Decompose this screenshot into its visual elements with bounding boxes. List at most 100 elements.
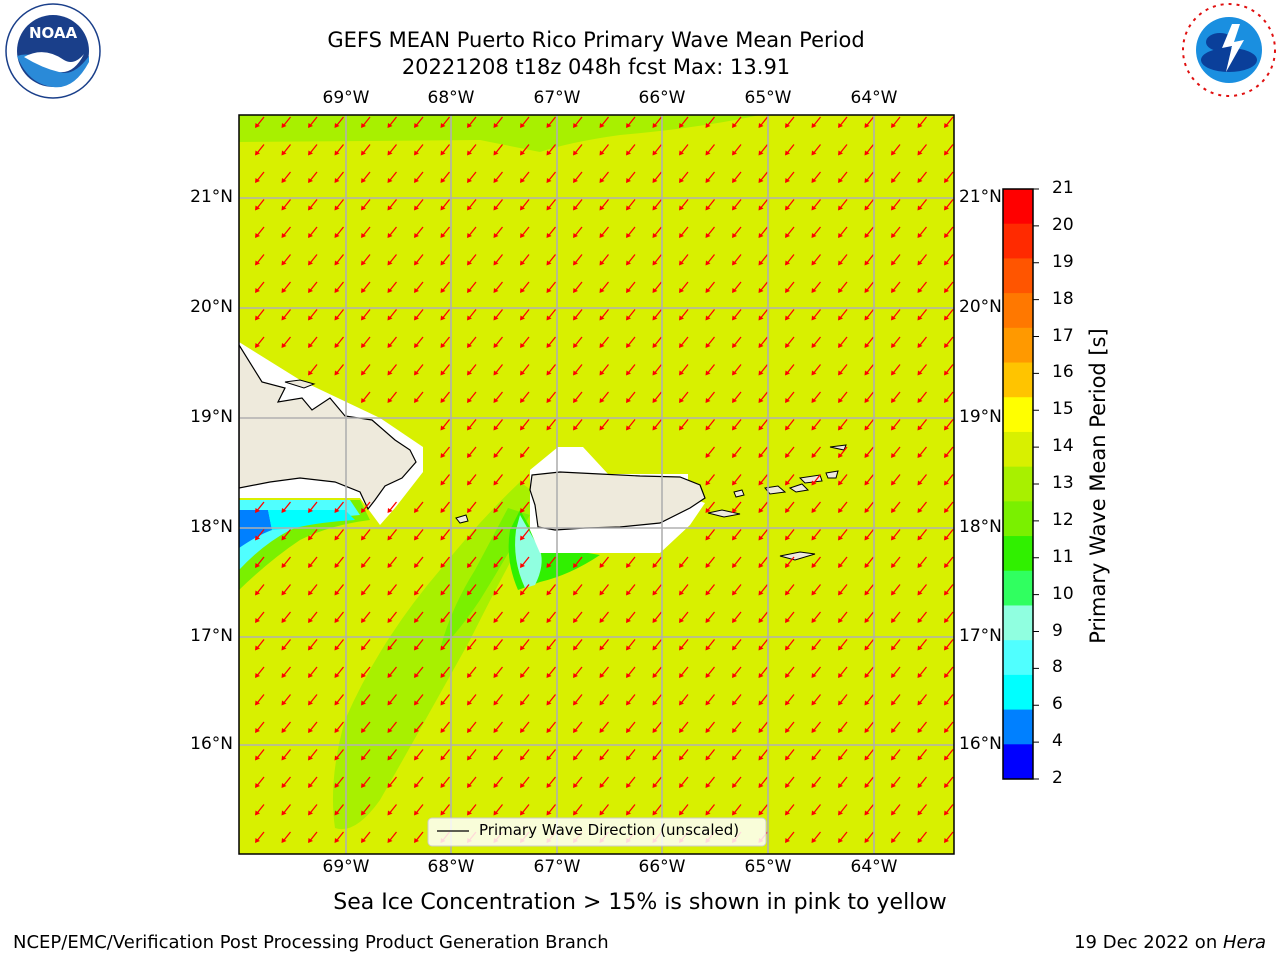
- wave-arrow: [361, 364, 371, 376]
- wave-arrow: [944, 584, 954, 596]
- wave-arrow: [626, 639, 636, 651]
- wave-arrow: [414, 281, 424, 293]
- colorbar-label: Primary Wave Mean Period [s]: [1086, 328, 1110, 644]
- wave-arrow: [387, 309, 398, 321]
- wave-arrow: [361, 529, 371, 541]
- wave-arrow: [281, 144, 292, 156]
- wave-arrow: [281, 666, 292, 678]
- wave-arrow: [758, 254, 769, 266]
- wave-arrow: [732, 721, 742, 733]
- wave-arrow: [652, 639, 663, 651]
- wave-arrow: [361, 831, 371, 843]
- wave-arrow: [944, 391, 954, 403]
- wave-arrow: [493, 749, 504, 761]
- wave-arrow: [281, 226, 292, 238]
- wave-arrow: [334, 639, 345, 651]
- wave-arrow: [838, 391, 848, 403]
- wave-arrow: [758, 666, 769, 678]
- wave-arrow: [705, 419, 716, 431]
- wave-arrow: [414, 721, 424, 733]
- wave-arrow: [440, 171, 451, 183]
- wave-arrow: [811, 199, 822, 211]
- wave-arrow: [917, 501, 928, 513]
- wave-arrow: [705, 639, 716, 651]
- colorbar-segment: [1003, 709, 1033, 745]
- wave-arrow: [281, 309, 292, 321]
- wave-arrow: [255, 281, 265, 293]
- wave-arrow: [520, 639, 530, 651]
- wave-arrow: [546, 144, 557, 156]
- wave-arrow: [732, 281, 742, 293]
- wave-arrow: [838, 281, 848, 293]
- wave-arrow: [811, 776, 822, 788]
- wave-arrow: [546, 391, 557, 403]
- wave-arrow: [679, 611, 689, 623]
- wave-arrow: [546, 419, 557, 431]
- wave-arrow: [917, 254, 928, 266]
- wave-arrow: [732, 804, 742, 816]
- wave-arrow: [732, 336, 742, 348]
- wave-arrow: [387, 666, 398, 678]
- wave-arrow: [440, 721, 451, 733]
- wave-arrow: [758, 391, 769, 403]
- wave-arrow: [493, 171, 504, 183]
- wave-arrow: [732, 226, 742, 238]
- wave-arrow: [811, 721, 822, 733]
- wave-arrow: [255, 694, 265, 706]
- wave-arrow: [493, 364, 504, 376]
- lon-tick-label-top: 64°W: [850, 88, 898, 108]
- colorbar-segment: [1003, 674, 1033, 711]
- wave-arrow: [546, 226, 557, 238]
- wave-arrow: [838, 721, 848, 733]
- wave-arrow: [785, 529, 795, 541]
- wave-arrow: [334, 309, 345, 321]
- wave-arrow: [891, 309, 901, 321]
- wave-arrow: [917, 694, 928, 706]
- wave-arrow: [493, 556, 504, 568]
- wave-arrow: [891, 336, 901, 348]
- wave-arrow: [758, 199, 769, 211]
- wave-arrow: [334, 199, 345, 211]
- lat-tick-label-left: 16°N: [190, 734, 233, 754]
- wave-arrow: [493, 804, 504, 816]
- wave-arrow: [361, 254, 371, 266]
- wave-arrow: [838, 666, 848, 678]
- wave-arrow: [599, 694, 610, 706]
- wave-arrow: [652, 556, 663, 568]
- wave-arrow: [917, 721, 928, 733]
- wave-arrow: [255, 199, 265, 211]
- wave-arrow: [440, 666, 451, 678]
- colorbar-tick-label: 13: [1052, 473, 1074, 493]
- wave-arrow: [732, 391, 742, 403]
- wave-arrow: [255, 831, 265, 843]
- wave-arrow: [732, 446, 742, 458]
- wave-arrow: [705, 776, 716, 788]
- wave-arrow: [520, 199, 530, 211]
- wave-arrow: [785, 611, 795, 623]
- wave-arrow: [387, 749, 398, 761]
- colorbar-segment: [1003, 397, 1033, 433]
- wave-arrow: [838, 639, 848, 651]
- wave-arrow: [838, 171, 848, 183]
- wave-arrow: [917, 419, 928, 431]
- wave-arrow: [308, 281, 318, 293]
- wave-arrow: [626, 171, 636, 183]
- wave-arrow: [599, 639, 610, 651]
- wave-arrow: [414, 804, 424, 816]
- wave-arrow: [520, 501, 530, 513]
- wave-arrow: [599, 199, 610, 211]
- wave-arrow: [679, 639, 689, 651]
- wave-arrow: [520, 584, 530, 596]
- wave-arrow: [758, 419, 769, 431]
- wave-arrow: [361, 666, 371, 678]
- wave-arrow: [467, 776, 477, 788]
- land-anegada: [829, 444, 847, 451]
- wave-arrow: [679, 556, 689, 568]
- wave-arrow: [917, 474, 928, 486]
- wave-arrow: [864, 611, 875, 623]
- wave-arrow: [520, 804, 530, 816]
- wave-arrow: [467, 171, 477, 183]
- wave-arrow: [493, 226, 504, 238]
- wave-arrow: [308, 584, 318, 596]
- wave-arrow: [308, 501, 318, 513]
